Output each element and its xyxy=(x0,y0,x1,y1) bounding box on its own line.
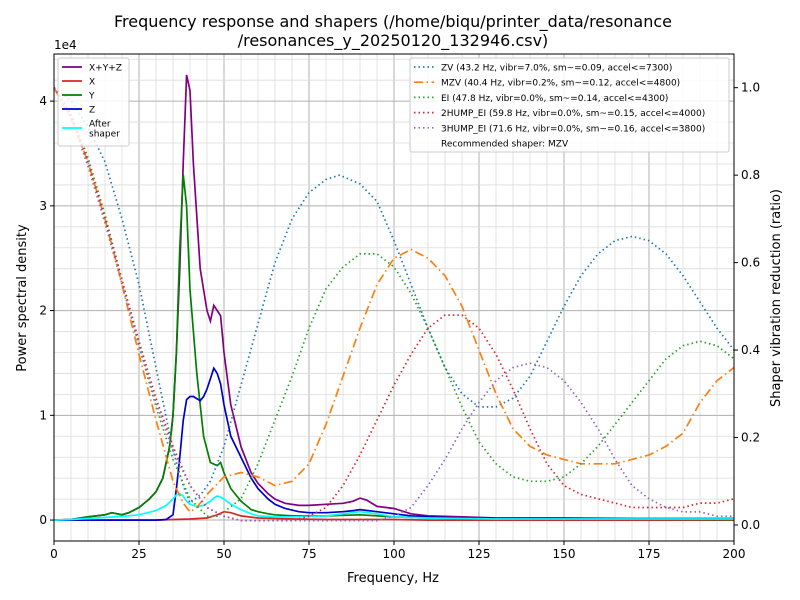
shaper-legend-box xyxy=(409,57,730,153)
y2-tick-label: 0.6 xyxy=(741,256,760,270)
x-tick-label: 125 xyxy=(468,547,491,561)
psd-legend-label: Y xyxy=(88,92,95,102)
y-axis-label: Power spectral density xyxy=(15,224,30,372)
chart-title-line2: /resonances_y_20250120_132946.csv) xyxy=(238,31,549,51)
psd-legend-label: After xyxy=(89,120,111,130)
y-tick-label: 2 xyxy=(39,304,47,318)
x-tick-label: 150 xyxy=(553,547,576,561)
y-tick-label: 1 xyxy=(39,408,47,422)
y2-tick-label: 0.8 xyxy=(741,168,760,182)
shaper-series-mzv xyxy=(53,87,735,514)
y-tick-label: 3 xyxy=(39,199,47,213)
shaper-series-2hump-ei xyxy=(53,87,735,522)
y2-axis-label: Shaper vibration reduction (ratio) xyxy=(769,189,784,407)
y2-tick-label: 0.4 xyxy=(741,343,760,357)
y2-axis-ticks: 0.0 0.2 0.4 0.6 0.8 1.0 xyxy=(734,81,760,532)
shaper-legend: ZV (43.2 Hz, vibr=7.0%, sm~=0.09, accel<… xyxy=(409,57,730,153)
x-tick-label: 175 xyxy=(638,547,661,561)
psd-legend-label: Z xyxy=(89,106,95,116)
x-axis-ticks: 0 25 50 75 100 125 150 175 200 xyxy=(50,541,745,561)
y-axis-ticks: 0 1 2 3 4 xyxy=(39,94,54,527)
psd-legend-label: X xyxy=(89,78,95,88)
shaper-legend-label: 3HUMP_EI (71.6 Hz, vibr=0.0%, sm~=0.16, … xyxy=(441,124,705,134)
x-tick-label: 25 xyxy=(131,547,146,561)
psd-lines xyxy=(53,74,735,521)
x-tick-label: 75 xyxy=(301,547,316,561)
y2-tick-label: 0.0 xyxy=(741,518,760,532)
y2-tick-label: 0.2 xyxy=(741,431,760,445)
psd-legend-label: shaper xyxy=(89,130,120,140)
chart-title-line1: Frequency response and shapers (/home/bi… xyxy=(114,12,672,32)
psd-series-after-shaper xyxy=(53,492,734,521)
x-tick-label: 50 xyxy=(216,547,231,561)
psd-series-z xyxy=(54,366,734,521)
shaper-lines xyxy=(53,87,735,522)
shaper-legend-label: EI (47.8 Hz, vibr=0.0%, sm~=0.14, accel<… xyxy=(441,94,668,104)
shaper-series-ei xyxy=(53,87,735,518)
x-tick-label: 100 xyxy=(383,547,406,561)
y2-tick-label: 1.0 xyxy=(741,81,760,95)
y-offset-label: 1e4 xyxy=(54,38,77,52)
psd-legend-label: X+Y+Z xyxy=(89,64,122,74)
y-tick-label: 4 xyxy=(39,94,47,108)
y-tick-label: 0 xyxy=(39,513,47,527)
recommended-shaper-label: Recommended shaper: MZV xyxy=(441,140,569,150)
shaper-legend-label: MZV (40.4 Hz, vibr=0.2%, sm~=0.12, accel… xyxy=(441,79,680,89)
x-tick-label: 200 xyxy=(723,547,746,561)
psd-legend-box xyxy=(57,57,130,147)
shaper-legend-label: ZV (43.2 Hz, vibr=7.0%, sm~=0.09, accel<… xyxy=(441,64,672,74)
x-axis-label: Frequency, Hz xyxy=(347,571,439,586)
shaper-series-3hump-ei xyxy=(53,87,734,522)
x-tick-label: 0 xyxy=(50,547,58,561)
shaper-legend-label: 2HUMP_EI (59.8 Hz, vibr=0.0%, sm~=0.15, … xyxy=(441,109,705,119)
